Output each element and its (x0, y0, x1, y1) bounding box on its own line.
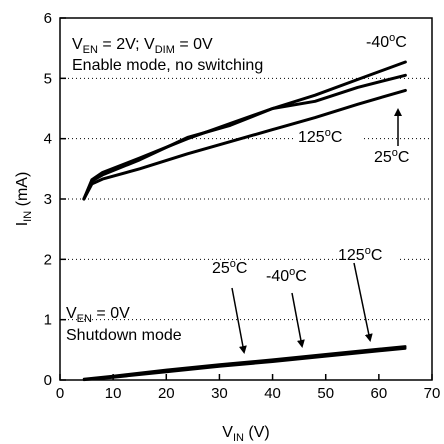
x-tick-label-10: 10 (105, 385, 122, 402)
arrow-125-shutdown (353, 262, 373, 342)
temp-label-125-shutdown-bg (338, 244, 400, 264)
x-tick-label-50: 50 (317, 385, 334, 402)
y-tick-label-6: 6 (44, 10, 52, 27)
y-tick-label-3: 3 (44, 191, 52, 208)
x-tick-label-0: 0 (56, 385, 64, 402)
temp-label-125-enable: 125oC (298, 127, 342, 146)
y-tick-label-2: 2 (44, 251, 52, 268)
enable-condition-line2: Enable mode, no switching (72, 57, 263, 74)
x-axis-label: VIN (V) (222, 424, 269, 444)
y-axis-label: IIN (mA) (14, 172, 34, 227)
enable-condition-line1: VEN = 2V; VDIM = 0V (72, 36, 213, 56)
x-tick-label-30: 30 (211, 385, 228, 402)
temp-label-25-enable: 25oC (374, 147, 409, 166)
series-line-shutdown-m40 (82, 347, 407, 382)
series-line-25 (82, 73, 407, 201)
arrow-25-shutdown (231, 287, 247, 354)
x-tick-label-60: 60 (371, 385, 388, 402)
y-tick-label-4: 4 (44, 131, 52, 148)
arrow-m40-shutdown (291, 292, 305, 348)
series-line-125 (82, 88, 407, 201)
temp-label-m40-shutdown: -40oC (266, 266, 307, 285)
y-tick-label-1: 1 (44, 312, 52, 329)
y-ticks: 0 1 2 3 4 5 6 (44, 10, 66, 389)
grid (60, 77, 432, 321)
x-tick-label-70: 70 (424, 385, 441, 402)
temp-label-m40-enable: -40oC (366, 32, 407, 51)
x-tick-label-20: 20 (158, 385, 175, 402)
x-tick-label-40: 40 (264, 385, 281, 402)
temp-label-125-shutdown: 125oC (338, 245, 382, 264)
y-tick-label-0: 0 (44, 372, 52, 389)
temp-label-25-shutdown: 25oC (212, 258, 247, 277)
shutdown-condition-line1: VEN = 0V (66, 305, 130, 325)
x-ticks: 0 10 20 30 40 50 60 70 (56, 374, 441, 402)
shutdown-condition-line2: Shutdown mode (66, 327, 182, 344)
temp-label-125-enable-bg (296, 126, 364, 146)
y-tick-label-5: 5 (44, 70, 52, 87)
